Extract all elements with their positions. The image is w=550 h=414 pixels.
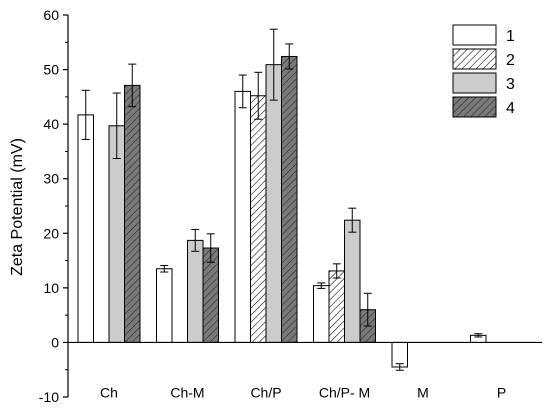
error-bar [269,28,278,101]
legend-label: 2 [506,52,515,69]
legend-label: 4 [506,100,515,117]
y-tick-label: 30 [43,171,59,187]
error-bar [317,282,326,289]
legend-swatch-2 [452,48,497,70]
legend-swatch-4 [452,96,497,118]
x-category-label: Ch-M [170,384,204,400]
x-category-label: M [417,384,429,400]
legend-label: 1 [506,28,515,45]
error-bar [363,292,372,327]
error-bar [395,363,404,371]
error-bar [254,71,263,120]
bar-series-3-ch-p [265,64,282,343]
y-tick-label: 50 [43,62,59,78]
legend-swatch-1 [452,24,497,46]
error-bar [160,264,169,273]
bar-series-1-ch-m [156,268,173,343]
x-axis: Ch Ch-M Ch/P Ch/P- M M P [68,341,542,400]
error-bar [474,333,483,338]
plot-area [77,28,487,371]
error-bar [238,74,247,109]
y-tick-label: 10 [43,280,59,296]
bar-series-1-ch [77,114,94,343]
y-tick-label: 60 [43,7,59,23]
error-bar [81,89,90,140]
y-tick-label: -10 [39,389,59,405]
bar-series-3-ch-m [187,239,204,343]
bar-series-2-ch-p [250,95,267,343]
error-bar [348,207,357,233]
error-bar [332,263,341,279]
x-category-label: Ch/P- M [319,384,370,400]
error-bar [206,233,215,263]
bar-series-4-ch-p [281,55,298,343]
y-tick-label: 20 [43,225,59,241]
y-axis-label: Zeta Potential (mV) [9,138,26,276]
error-bar [191,228,200,252]
bar-series-4-ch [124,84,141,343]
y-tick-label: 0 [51,334,59,350]
x-category-label: Ch/P [250,384,281,400]
bar-series-1-ch-p-m [313,285,330,343]
legend-label: 3 [506,76,515,93]
bar-series-2-ch-p-m [328,270,345,343]
y-axis: -10 0 10 20 30 40 50 60 [39,7,69,405]
error-bar [112,92,121,160]
x-category-label: Ch [100,384,118,400]
error-bar [128,63,137,108]
error-bar [285,43,294,70]
legend: 1 2 3 4 [452,24,515,118]
bar-series-3-ch-p-m [344,219,361,343]
bar-series-1-ch-p [234,90,251,343]
x-category-label: P [497,384,506,400]
y-tick-label: 40 [43,116,59,132]
legend-swatch-3 [452,72,497,94]
